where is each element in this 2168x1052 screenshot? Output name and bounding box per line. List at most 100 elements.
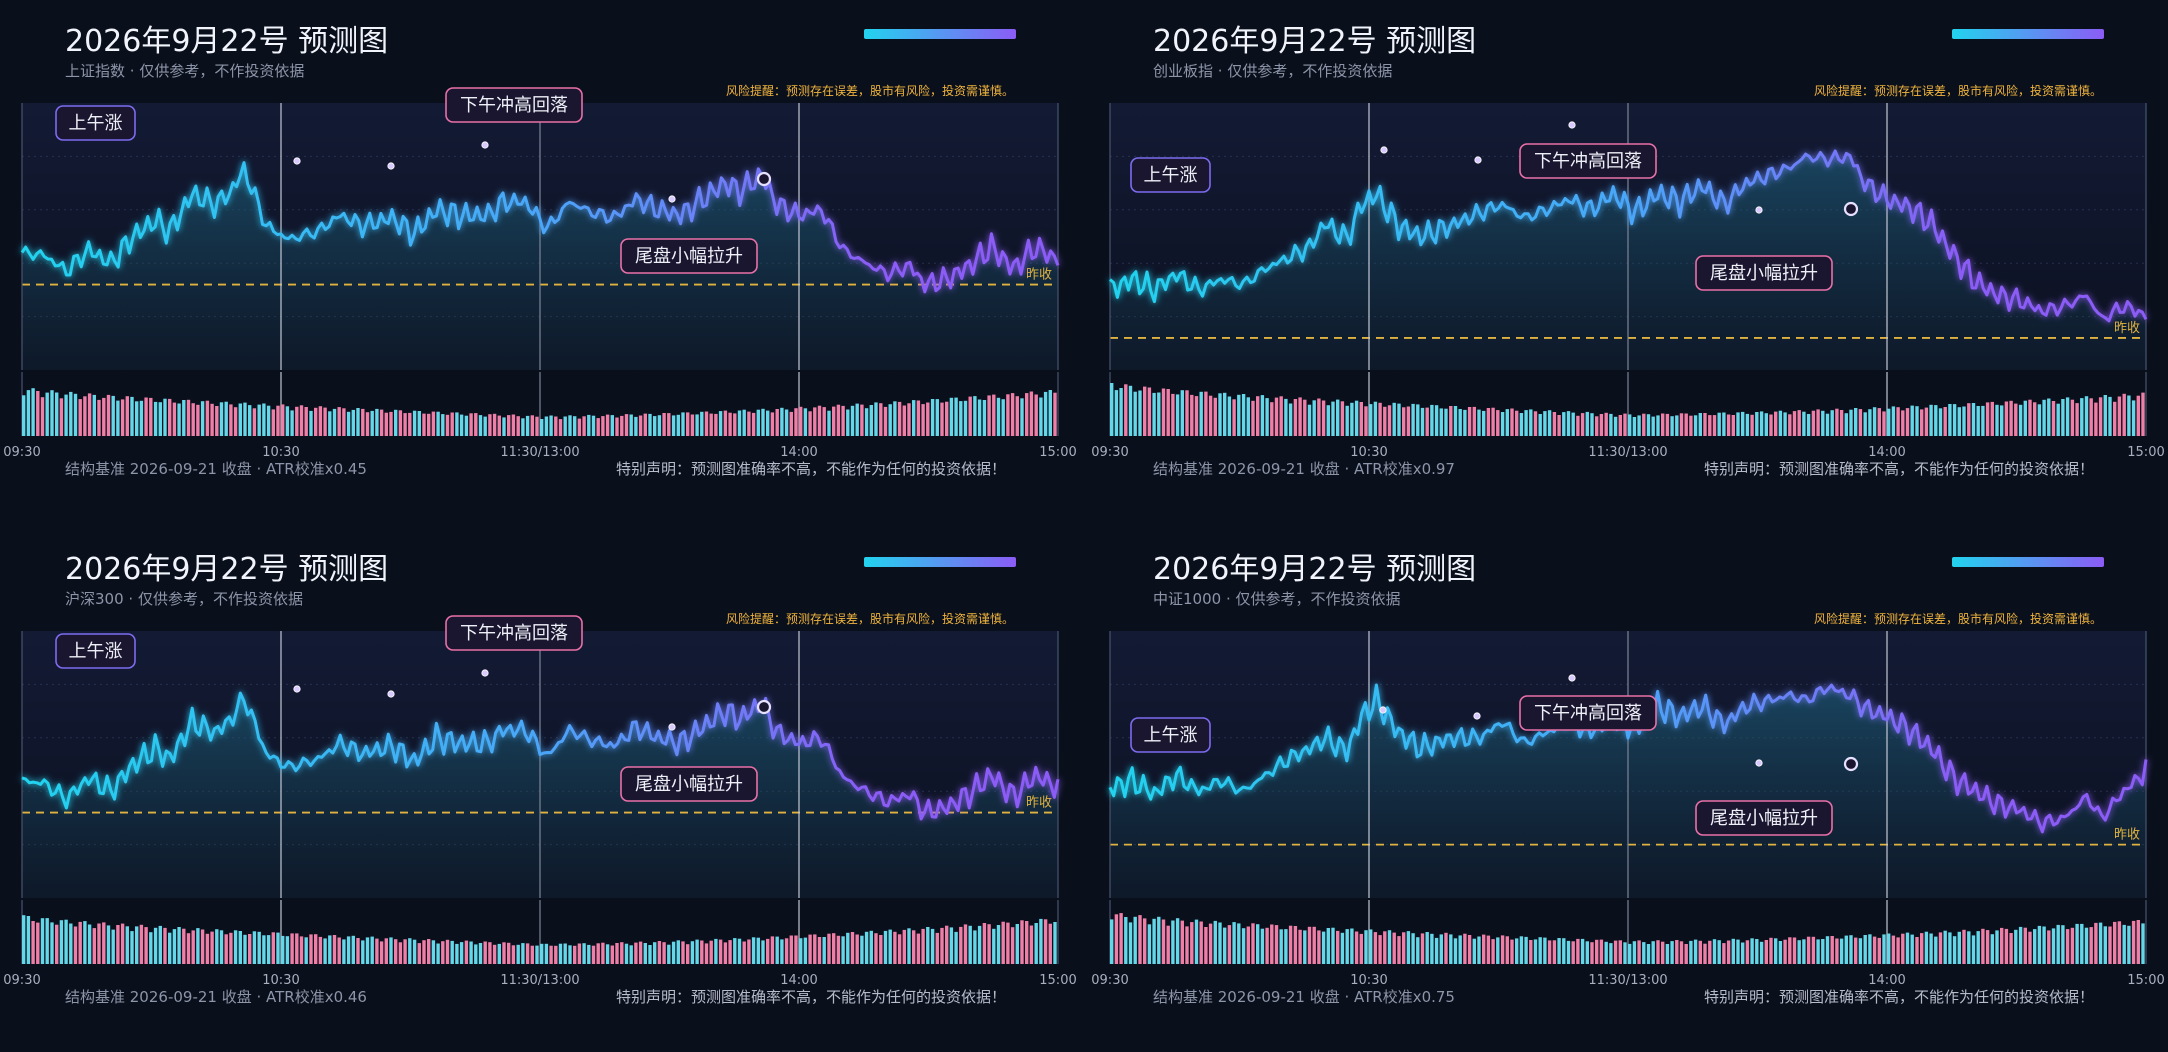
x-tick-label: 14:00	[780, 445, 817, 460]
volume-bar	[1185, 926, 1189, 964]
volume-bar	[1425, 932, 1429, 964]
volume-bar	[784, 409, 789, 436]
volume-bar	[1759, 941, 1764, 964]
annotation-tail-text: 尾盘小幅拉升	[635, 246, 743, 267]
structure-note: 结构基准 2026-09-21 收盘 · ATR校准x0.45	[65, 460, 367, 478]
volume-bar	[544, 416, 549, 436]
annotation-pm-box	[1519, 695, 1657, 731]
volume-bar	[2004, 401, 2009, 436]
volume-bar	[1708, 940, 1712, 964]
volume-bar	[784, 938, 789, 964]
volume-bar	[1915, 937, 1919, 964]
volume-bar	[1938, 408, 1943, 436]
volume-bar	[1628, 414, 1632, 436]
annotation-am-text: 上午涨	[1144, 725, 1198, 746]
panel-subtitle: 创业板指 · 仅供参考，不作投资依据	[1153, 60, 1392, 81]
volume-bar	[328, 935, 332, 964]
volume-bar	[648, 413, 652, 436]
volume-bar	[55, 392, 59, 436]
volume-bar	[1901, 933, 1905, 964]
volume-bar	[1665, 413, 1670, 436]
volume-bar	[610, 415, 614, 436]
volume-bar	[2023, 400, 2027, 436]
volume-bar	[1769, 414, 1773, 436]
volume-bar	[615, 417, 619, 436]
volume-bar	[445, 414, 450, 436]
volume-bar	[653, 416, 657, 436]
volume-bar	[1590, 413, 1594, 436]
volume-bar	[591, 415, 596, 436]
volume-bar	[215, 406, 219, 436]
volume-bar	[1303, 399, 1307, 436]
volume-bar	[1434, 405, 1439, 436]
volume-bar	[1599, 939, 1604, 964]
volume-bar	[563, 416, 567, 436]
marker-point	[481, 669, 489, 677]
volume-bar	[488, 942, 492, 964]
volume-bar	[2004, 928, 2009, 964]
volume-bar	[1604, 941, 1608, 964]
volume-bar	[309, 410, 313, 436]
volume-bar	[813, 407, 817, 436]
volume-bar	[756, 937, 760, 964]
volume-bar	[1524, 410, 1528, 436]
volume-bar	[1326, 405, 1330, 436]
panel-title: 2026年9月22号 预测图	[65, 552, 389, 587]
volume-bar	[1237, 923, 1241, 964]
volume-bar	[1425, 407, 1429, 436]
volume-bar	[304, 407, 308, 436]
volume-bar	[111, 929, 115, 964]
volume-bar	[1453, 938, 1458, 964]
forecast-panel: 2026年9月22号 预测图 创业板指 · 仅供参考，不作投资依据 风险提醒：预…	[1088, 0, 2168, 524]
volume-bar	[271, 409, 275, 436]
volume-bar	[1359, 933, 1363, 964]
volume-bar	[1340, 932, 1345, 964]
volume-bar	[379, 409, 384, 436]
volume-bar	[813, 934, 817, 964]
volume-bar	[1806, 414, 1811, 436]
x-tick-label: 09:30	[3, 973, 40, 988]
volume-bar	[1726, 414, 1731, 436]
volume-bar	[1646, 944, 1651, 964]
volume-bar	[1053, 922, 1057, 964]
volume-bar	[587, 414, 591, 436]
volume-bar	[1477, 936, 1481, 964]
volume-bar	[1303, 930, 1307, 964]
volume-bar	[1628, 943, 1632, 964]
volume-bar	[624, 414, 629, 436]
volume-bar	[78, 399, 82, 436]
volume-bar	[1910, 405, 1914, 436]
volume-bar	[229, 932, 233, 964]
volume-bar	[1434, 937, 1439, 964]
structure-note: 结构基准 2026-09-21 收盘 · ATR校准x0.97	[1153, 460, 1455, 478]
volume-bar	[469, 941, 473, 964]
volume-bar	[1580, 938, 1585, 964]
price-line	[1108, 683, 2148, 834]
volume-bar	[144, 397, 148, 436]
volume-bar	[841, 405, 845, 436]
volume-bar	[2131, 400, 2136, 436]
disclaimer: 特别声明：预测图准确率不高，不能作为任何的投资依据！	[1703, 460, 2094, 478]
volume-bar	[1171, 920, 1175, 964]
volume-bar	[723, 942, 728, 964]
volume-bar	[2065, 397, 2070, 436]
volume-bar	[954, 397, 958, 436]
volume-bar	[601, 942, 605, 964]
volume-bar	[403, 939, 407, 964]
volume-bar	[205, 400, 210, 436]
volume-bar	[1741, 411, 1745, 436]
volume-bar	[2108, 926, 2112, 964]
volume-bar	[902, 405, 906, 436]
volume-bar	[582, 416, 586, 436]
volume-bar	[182, 400, 186, 436]
volume-bar	[1887, 408, 1891, 436]
volume-bar	[1039, 918, 1043, 964]
volume-bar	[530, 945, 534, 964]
volume-bar	[1034, 923, 1038, 964]
volume-bar	[2098, 397, 2103, 436]
volume-bar	[747, 939, 751, 964]
volume-bar	[1006, 394, 1010, 436]
volume-bar	[1613, 416, 1618, 436]
volume-bar	[1604, 412, 1608, 436]
volume-bar	[1416, 404, 1420, 436]
